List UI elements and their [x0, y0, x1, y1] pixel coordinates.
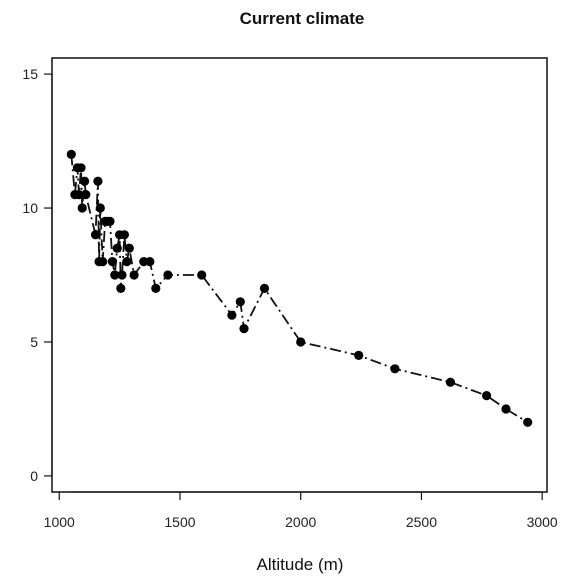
y-tick-label: 5	[30, 334, 38, 350]
data-point	[105, 216, 115, 226]
data-point	[523, 417, 533, 427]
data-points	[66, 149, 533, 427]
data-point	[151, 283, 161, 293]
data-point	[112, 243, 122, 253]
x-tick-label: 2500	[406, 514, 437, 530]
data-point	[354, 350, 364, 360]
data-point	[445, 377, 455, 387]
x-tick-label: 1000	[44, 514, 75, 530]
y-tick-label: 10	[22, 200, 38, 216]
data-point	[95, 203, 105, 213]
x-tick-label: 2000	[285, 514, 316, 530]
data-point	[107, 257, 117, 267]
data-point	[129, 270, 139, 280]
data-point	[390, 364, 400, 374]
data-point	[119, 230, 129, 240]
data-point	[124, 243, 134, 253]
data-point	[259, 283, 270, 293]
data-point	[74, 190, 84, 200]
data-point	[197, 270, 207, 280]
data-point	[482, 391, 492, 401]
data-point	[296, 337, 306, 347]
data-point	[117, 270, 127, 280]
y-axis-ticks: 0 5 10 15	[22, 66, 52, 484]
y-tick-label: 0	[30, 468, 38, 484]
data-point	[93, 176, 103, 186]
series-line	[70, 154, 529, 424]
x-axis-label: Altitude (m)	[257, 555, 344, 574]
data-point	[235, 297, 245, 307]
data-point	[145, 257, 155, 267]
x-tick-label: 1500	[164, 514, 195, 530]
x-tick-label: 3000	[527, 514, 558, 530]
data-point	[122, 257, 132, 267]
y-tick-label: 15	[22, 66, 38, 82]
data-point	[227, 310, 237, 320]
data-point	[81, 190, 91, 200]
data-point	[66, 149, 76, 159]
data-point	[98, 257, 108, 267]
data-point	[90, 230, 101, 240]
data-point	[76, 163, 86, 173]
data-point	[163, 270, 173, 280]
x-axis-ticks: 1000 1500 2000 2500 3000	[44, 492, 558, 530]
data-point	[239, 324, 249, 334]
data-point	[77, 203, 87, 213]
data-point	[501, 404, 511, 414]
data-point	[116, 283, 126, 293]
chart-title: Current climate	[240, 9, 365, 28]
data-point	[110, 270, 120, 280]
data-point	[80, 176, 90, 186]
